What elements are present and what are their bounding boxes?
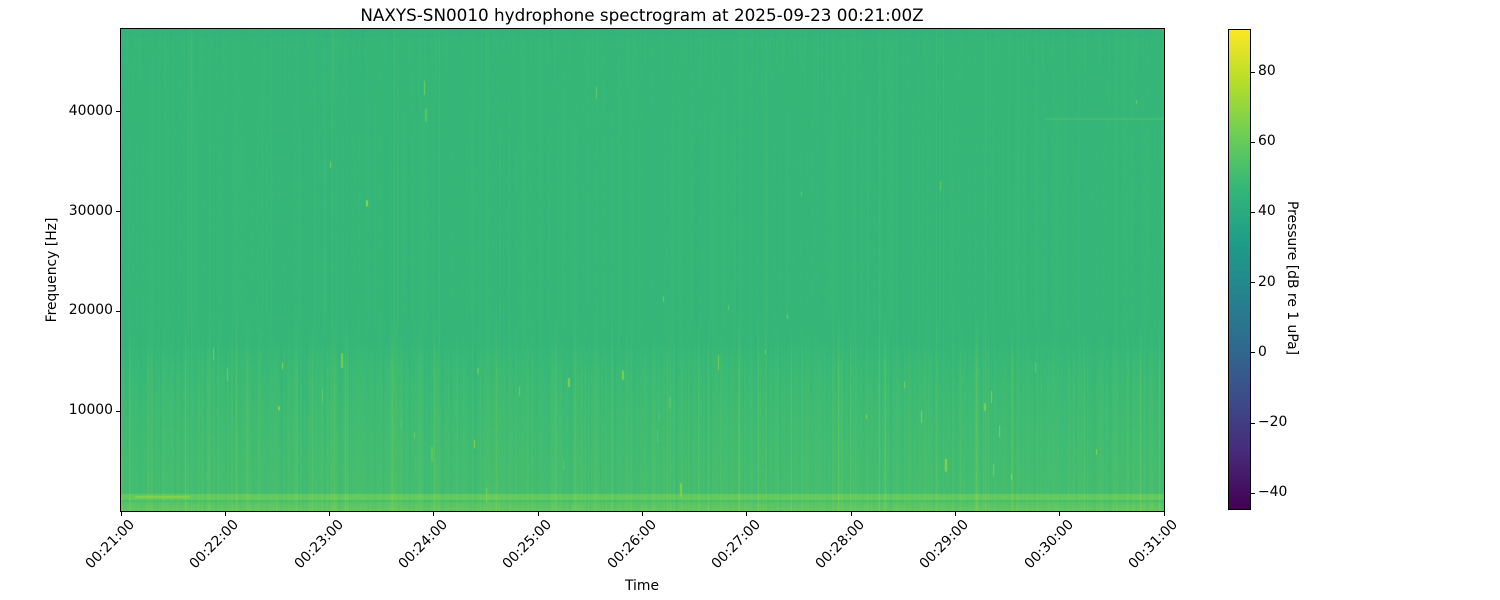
colorbar [1228,29,1251,510]
colorbar-tick-mark [1251,282,1255,284]
colorbar-label: Pressure [dB re 1 uPa] [1284,201,1300,356]
x-tick-mark [537,512,539,516]
x-tick-label: 00:25:00 [499,516,556,573]
colorbar-tick-mark [1251,71,1255,73]
colorbar-tick-mark [1251,492,1255,494]
y-tick-label: 20000 [68,302,113,319]
x-tick-mark [746,512,748,516]
colorbar-tick-label: −40 [1258,484,1288,501]
x-tick-mark [954,512,956,516]
colorbar-tick-label: 60 [1258,133,1276,150]
x-tick-mark [224,512,226,516]
x-tick-mark [1163,512,1165,516]
x-tick-mark [433,512,435,516]
y-tick-mark [116,310,120,312]
x-tick-label: 00:30:00 [1021,516,1077,573]
colorbar-tick-mark [1251,211,1255,213]
x-tick-label: 00:22:00 [186,516,243,573]
x-axis-label: Time [625,578,659,594]
x-tick-label: 00:31:00 [1125,516,1181,573]
colorbar-tick-mark [1251,422,1255,424]
colorbar-tick-label: 0 [1258,343,1267,360]
colorbar-gradient [1229,30,1250,509]
colorbar-tick-mark [1251,141,1255,143]
y-tick-label: 40000 [68,102,113,119]
colorbar-tick-label: 20 [1258,273,1276,290]
x-tick-label: 00:24:00 [395,516,451,573]
y-tick-mark [116,211,120,213]
x-tick-label: 00:21:00 [82,516,138,573]
colorbar-tick-label: 80 [1258,63,1276,80]
colorbar-tick-label: 40 [1258,203,1276,220]
x-tick-label: 00:29:00 [916,516,973,573]
x-tick-mark [1059,512,1061,516]
x-tick-mark [850,512,852,516]
y-tick-mark [116,410,120,412]
x-tick-mark [120,512,122,516]
x-tick-mark [329,512,331,516]
x-tick-label: 00:26:00 [603,516,660,573]
y-axis-label: Frequency [Hz] [44,217,60,323]
colorbar-tick-label: −20 [1258,414,1288,431]
x-tick-label: 00:27:00 [708,516,764,573]
spectrogram-heatmap [121,29,1164,511]
plot-area [120,28,1165,512]
x-tick-label: 00:28:00 [812,516,868,573]
x-tick-mark [642,512,643,516]
y-tick-label: 10000 [68,402,113,419]
chart-title: NAXYS-SN0010 hydrophone spectrogram at 2… [360,5,924,25]
y-tick-label: 30000 [68,202,113,219]
colorbar-tick-mark [1251,352,1255,354]
y-tick-mark [116,111,120,113]
x-tick-label: 00:23:00 [291,516,347,573]
